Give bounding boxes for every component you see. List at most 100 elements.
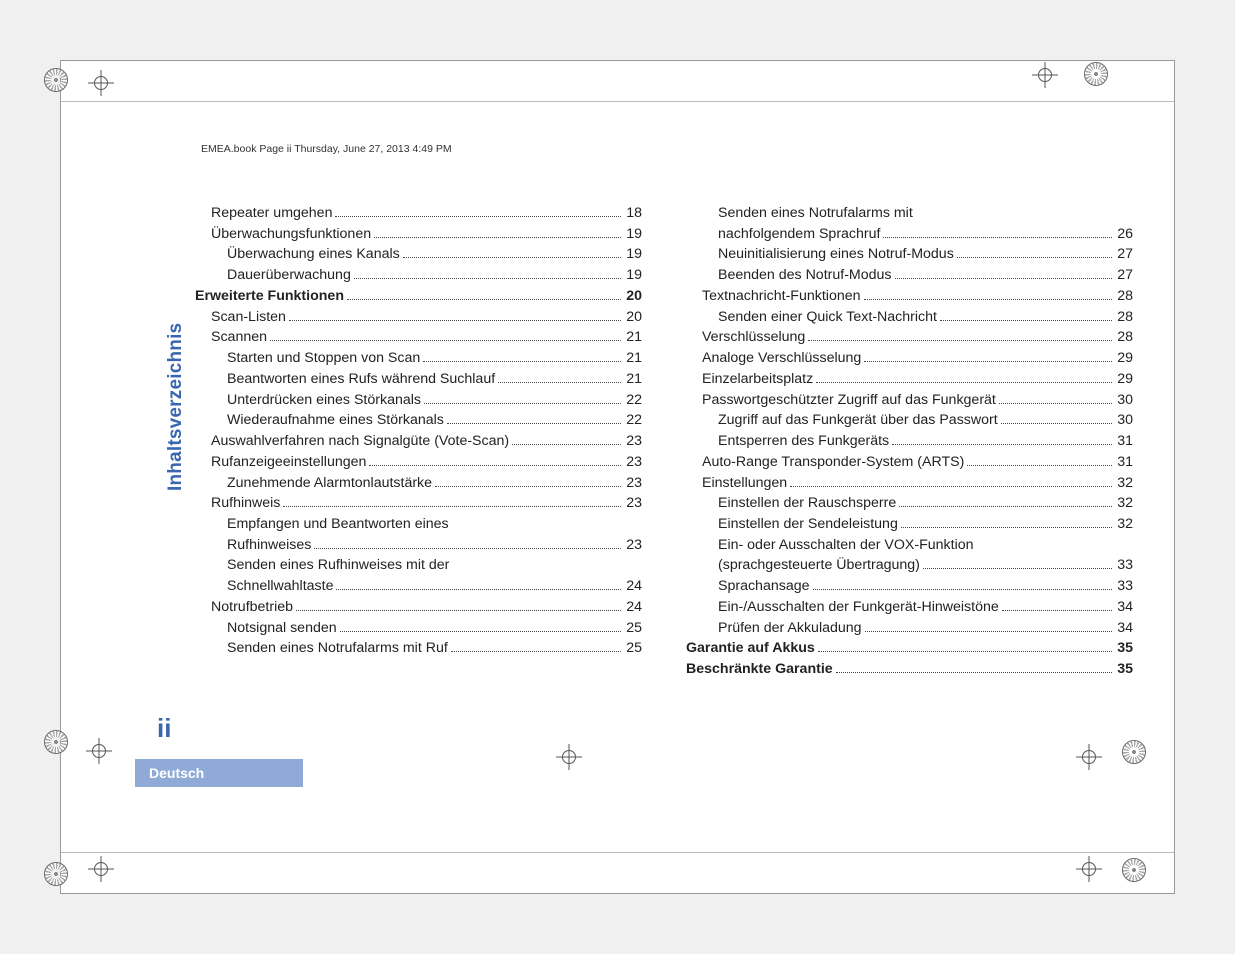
toc-leader (816, 382, 1112, 383)
toc-text: Wiederaufnahme eines Störkanals (227, 410, 444, 431)
registration-cross-icon (1032, 62, 1058, 88)
toc-text: Schnellwahltaste (227, 576, 333, 597)
toc-leader (498, 382, 621, 383)
toc-leader (940, 320, 1112, 321)
registration-mark-icon (1120, 738, 1148, 766)
registration-cross-icon (1076, 744, 1102, 770)
toc-entry: Analoge Verschlüsselung29 (686, 348, 1133, 369)
toc-entry: Textnachricht-Funktionen28 (686, 286, 1133, 307)
toc-text: Garantie auf Akkus (686, 638, 815, 659)
toc-page: 22 (624, 390, 642, 411)
toc-page: 20 (624, 286, 642, 307)
toc-leader (957, 257, 1112, 258)
toc-text: Beantworten eines Rufs während Suchlauf (227, 369, 495, 390)
toc-entry: Entsperren des Funkgeräts31 (686, 431, 1133, 452)
toc-page: 27 (1115, 265, 1133, 286)
toc-page: 24 (624, 597, 642, 618)
toc-entry: Scan-Listen20 (195, 307, 642, 328)
toc-text: Unterdrücken eines Störkanals (227, 390, 421, 411)
toc-page: 32 (1115, 473, 1133, 494)
toc-entry: Sprachansage33 (686, 576, 1133, 597)
toc-text: Notsignal senden (227, 618, 337, 639)
toc-text: Analoge Verschlüsselung (702, 348, 861, 369)
toc-entry: (sprachgesteuerte Übertragung)33 (686, 555, 1133, 576)
toc-entry: Rufhinweis23 (195, 493, 642, 514)
toc-leader (423, 361, 621, 362)
toc-page: 25 (624, 638, 642, 659)
registration-mark-icon (42, 728, 70, 756)
toc-text: Sprachansage (718, 576, 810, 597)
toc-entry: Senden eines Rufhinweises mit der (195, 555, 642, 576)
toc-text: Starten und Stoppen von Scan (227, 348, 420, 369)
toc-text: Einzelarbeitsplatz (702, 369, 813, 390)
toc-page: 19 (624, 265, 642, 286)
toc-entry: Neuinitialisierung eines Notruf-Modus27 (686, 244, 1133, 265)
toc-entry: Senden eines Notrufalarms mit Ruf 25 (195, 638, 642, 659)
document-page: EMEA.book Page ii Thursday, June 27, 201… (60, 60, 1175, 894)
toc-text: Scannen (211, 327, 267, 348)
toc-text: Überwachungsfunktionen (211, 224, 371, 245)
toc-entry: Repeater umgehen18 (195, 203, 642, 224)
toc-entry: Empfangen und Beantworten eines (195, 514, 642, 535)
toc-entry: Passwortgeschützter Zugriff auf das Funk… (686, 390, 1133, 411)
toc-entry: Beantworten eines Rufs während Suchlauf2… (195, 369, 642, 390)
toc-text: Prüfen der Akkuladung (718, 618, 862, 639)
registration-mark-icon (1120, 856, 1148, 884)
toc-leader (790, 486, 1112, 487)
toc-entry: Einstellungen 32 (686, 473, 1133, 494)
toc-page: 29 (1115, 369, 1133, 390)
toc-leader (1001, 423, 1113, 424)
toc-page: 34 (1115, 597, 1133, 618)
toc-leader (999, 403, 1112, 404)
toc-leader (354, 278, 621, 279)
toc-leader (340, 631, 622, 632)
toc-entry: Einstellen der Rauschsperre32 (686, 493, 1133, 514)
toc-leader (808, 340, 1112, 341)
toc-leader (289, 320, 621, 321)
toc-entry: Garantie auf Akkus 35 (686, 638, 1133, 659)
toc-entry: Überwachung eines Kanals19 (195, 244, 642, 265)
toc-entry: Ein-/Ausschalten der Funkgerät-Hinweistö… (686, 597, 1133, 618)
toc-page: 23 (624, 431, 642, 452)
registration-cross-icon (88, 70, 114, 96)
toc-text: Empfangen und Beantworten eines (227, 514, 449, 535)
toc-leader (296, 610, 621, 611)
toc-page: 23 (624, 452, 642, 473)
toc-leader (424, 403, 621, 404)
toc-leader (967, 465, 1112, 466)
toc-page: 19 (624, 224, 642, 245)
toc-page: 30 (1115, 390, 1133, 411)
toc-page: 35 (1115, 638, 1133, 659)
toc-text: Zugriff auf das Funkgerät über das Passw… (718, 410, 998, 431)
toc-entry: Beschränkte Garantie35 (686, 659, 1133, 680)
toc-entry: Notsignal senden25 (195, 618, 642, 639)
toc-text: (sprachgesteuerte Übertragung) (718, 555, 920, 576)
toc-text: Ein-/Ausschalten der Funkgerät-Hinweistö… (718, 597, 999, 618)
toc-text: Neuinitialisierung eines Notruf-Modus (718, 244, 954, 265)
toc-leader (892, 444, 1112, 445)
toc-text: Entsperren des Funkgeräts (718, 431, 889, 452)
toc-entry: Prüfen der Akkuladung34 (686, 618, 1133, 639)
toc-page: 23 (624, 473, 642, 494)
toc-page: 19 (624, 244, 642, 265)
toc-page: 24 (624, 576, 642, 597)
toc-text: Einstellungen (702, 473, 787, 494)
language-bar: Deutsch (135, 759, 303, 787)
toc-page: 22 (624, 410, 642, 431)
toc-leader (836, 672, 1113, 673)
toc-text: Scan-Listen (211, 307, 286, 328)
toc-text: Senden eines Notrufalarms mit (718, 203, 913, 224)
registration-mark-icon (42, 66, 70, 94)
toc-text: Senden eines Notrufalarms mit Ruf (227, 638, 448, 659)
toc-page: 26 (1115, 224, 1133, 245)
toc-text: Dauerüberwachung (227, 265, 351, 286)
toc-text: Auswahlverfahren nach Signalgüte (Vote-S… (211, 431, 509, 452)
toc-text: Verschlüsselung (702, 327, 805, 348)
toc-leader (314, 548, 621, 549)
toc-leader (901, 527, 1112, 528)
toc-leader (883, 237, 1112, 238)
toc-text: Beenden des Notruf-Modus (718, 265, 892, 286)
toc-text: Passwortgeschützter Zugriff auf das Funk… (702, 390, 996, 411)
toc-page: 18 (624, 203, 642, 224)
toc-entry: Beenden des Notruf-Modus 27 (686, 265, 1133, 286)
